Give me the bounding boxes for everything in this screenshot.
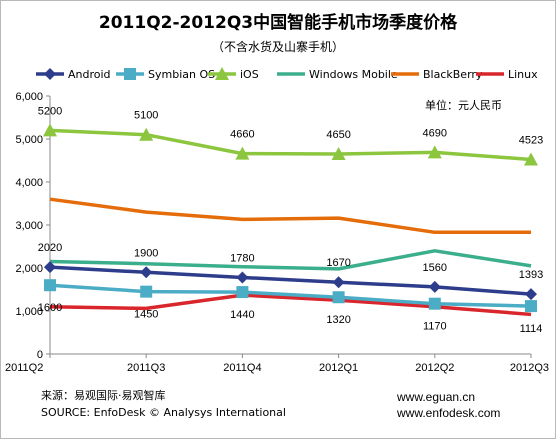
series-line <box>49 128 532 162</box>
data-point-square <box>44 279 56 292</box>
legend-label: Windows Mobile <box>309 68 398 81</box>
data-label: 1600 <box>38 302 62 314</box>
legend-swatch-marker <box>124 68 136 80</box>
data-label: 1170 <box>423 321 447 333</box>
series-linux <box>49 293 532 317</box>
data-label: 1560 <box>423 262 447 274</box>
legend-item: Linux <box>476 68 538 81</box>
legend-label: Symbian OS <box>148 68 215 81</box>
url-enfodesk: www.enfodesk.com <box>396 406 500 420</box>
data-point-square <box>428 297 441 310</box>
series-ios <box>43 123 538 166</box>
data-label: 1670 <box>326 257 350 269</box>
data-labels: 2020 1900 1780 1670 1560 1393 1600 1450 1440 1320… <box>38 105 543 335</box>
series-line <box>49 249 532 271</box>
data-label: 2020 <box>38 242 62 254</box>
data-label: 1900 <box>134 247 158 259</box>
y-tick-label: 3,000 <box>15 220 43 232</box>
legend-label: iOS <box>240 68 259 81</box>
data-point-triangle <box>235 146 250 160</box>
data-point-triangle <box>43 123 57 137</box>
legend-item: Symbian OS <box>116 68 215 81</box>
legend-swatch-marker <box>44 68 56 80</box>
data-label: 1320 <box>326 314 350 326</box>
x-tick-label: 2011Q4 <box>223 362 261 374</box>
data-point-square <box>525 300 537 313</box>
legend: Android Symbian OS iOS Windows Mobile BlackB… <box>36 67 538 81</box>
series-line <box>49 197 531 235</box>
axes: 0 1,000 2,000 3,000 4,000 5,000 6,000 2011Q2 201… <box>5 91 549 374</box>
series-blackberry <box>49 197 531 235</box>
y-tick-label: 5,000 <box>15 134 43 146</box>
data-label: 5200 <box>38 105 62 117</box>
legend-item: Android <box>36 68 111 81</box>
unit-label: 单位：元人民币 <box>425 98 502 112</box>
data-point-triangle <box>524 152 538 166</box>
legend-swatch-marker <box>215 67 229 80</box>
source-cn: 来源：易观国际·易观智库 <box>41 388 166 402</box>
data-point-square <box>140 285 153 298</box>
y-tick-label: 1,000 <box>15 306 43 318</box>
data-point-square <box>332 291 345 304</box>
legend-item: BlackBerry <box>391 68 483 81</box>
x-tick-label: 2012Q2 <box>415 362 454 374</box>
data-label: 1440 <box>230 309 254 321</box>
x-tick-label: 2012Q3 <box>510 362 549 374</box>
data-label: 1114 <box>520 323 543 335</box>
data-point-triangle <box>331 147 346 161</box>
source-en: SOURCE: EnfoDesk © Analysys Internationa… <box>41 406 286 419</box>
chart-title: 2011Q2-2012Q3中国智能手机市场季度价格 <box>99 12 458 33</box>
data-label: 4650 <box>326 129 350 141</box>
data-point-diamond <box>428 280 441 293</box>
data-label: 1450 <box>134 309 158 321</box>
x-tick-label: 2011Q2 <box>5 362 43 374</box>
data-point-triangle <box>139 127 154 141</box>
legend-item: iOS <box>208 67 259 81</box>
data-point-diamond <box>525 288 537 301</box>
x-tick-label: 2012Q1 <box>319 362 358 374</box>
data-point-diamond <box>332 276 345 289</box>
data-label: 1780 <box>230 252 254 264</box>
data-point-diamond <box>140 266 153 279</box>
series-line <box>49 265 532 296</box>
chart-subtitle: （不含水货及山寨手机） <box>212 39 344 54</box>
legend-label: BlackBerry <box>423 68 483 81</box>
y-tick-label: 2,000 <box>15 263 43 275</box>
y-tick-label: 0 <box>37 349 43 361</box>
data-label: 4660 <box>230 129 254 141</box>
url-eguan: www.eguan.cn <box>396 390 475 404</box>
series-windows-mobile <box>49 249 532 271</box>
data-point-diamond <box>44 261 56 274</box>
series-layer <box>43 123 538 317</box>
y-tick-label: 4,000 <box>15 177 43 189</box>
y-tick-label: 6,000 <box>15 91 43 103</box>
data-label: 1393 <box>519 269 543 281</box>
data-label: 5100 <box>134 110 158 122</box>
legend-item: Windows Mobile <box>277 68 398 81</box>
series-android <box>44 261 537 301</box>
legend-label: Linux <box>508 68 538 81</box>
data-point-diamond <box>236 271 249 284</box>
series-symbian-os <box>44 279 537 313</box>
data-point-square <box>236 286 249 299</box>
series-line <box>49 283 532 308</box>
data-label: 4523 <box>519 135 543 147</box>
series-line <box>49 293 532 317</box>
legend-label: Android <box>68 68 111 81</box>
data-label: 4690 <box>423 127 447 139</box>
x-tick-label: 2011Q3 <box>127 362 165 374</box>
data-point-triangle <box>427 145 442 159</box>
